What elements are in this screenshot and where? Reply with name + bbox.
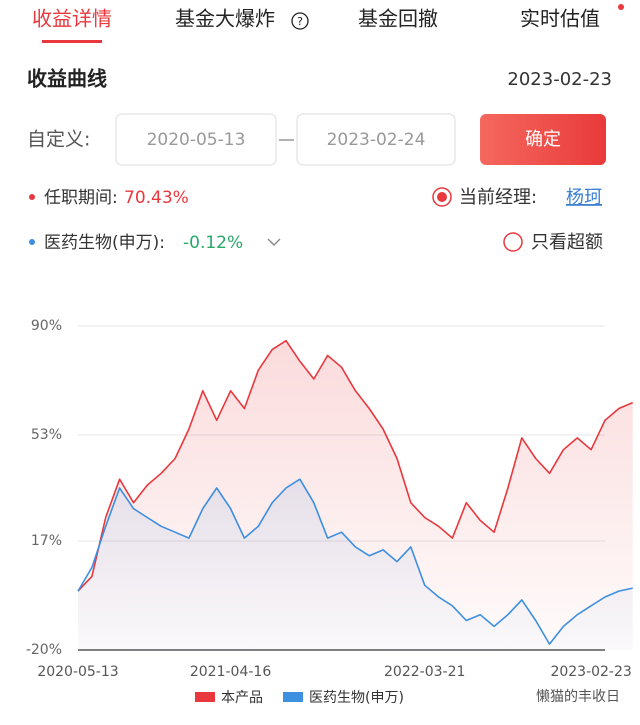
excess-only: 只看超额: [531, 232, 603, 253]
legend-swatch: [195, 692, 215, 702]
badge: [618, 4, 624, 10]
radio-selected[interactable]: [432, 187, 452, 207]
help-icon[interactable]: [291, 12, 309, 30]
section-title: 收益曲线: [27, 67, 107, 91]
x-tick-label: 2021-04-16: [190, 664, 271, 680]
y-tick-label: -20%: [26, 642, 62, 658]
tenure-label: 任职期间:: [44, 188, 118, 208]
tab[interactable]: 基金回撤: [358, 7, 438, 31]
end-date-input[interactable]: [296, 113, 456, 166]
legend-swatch: [283, 692, 303, 702]
dot: [29, 194, 35, 200]
area-fill: [78, 479, 633, 650]
tab-underline: [42, 40, 102, 43]
y-tick-label: 90%: [31, 318, 62, 334]
end-date: 2023-02-24: [327, 130, 426, 150]
legend-label: 本产品: [221, 690, 263, 706]
start-date-input[interactable]: [115, 113, 277, 166]
tab[interactable]: 实时估值: [520, 7, 600, 31]
series-line: [77, 478, 633, 645]
benchmark-label: 医药生物(申万):: [44, 233, 165, 253]
benchmark-value: -0.12%: [183, 233, 243, 253]
chart: -20% 17% 53% 90% 2020-05-13 2021-04-16 2022-03…: [26, 318, 634, 706]
confirm-button[interactable]: [480, 114, 606, 165]
tab[interactable]: 收益详情: [32, 7, 112, 31]
date: 2023-02-23: [507, 69, 612, 90]
manager-name[interactable]: 杨珂: [566, 187, 602, 208]
chevron[interactable]: [267, 238, 281, 246]
tab[interactable]: 基金大爆炸: [175, 7, 275, 31]
y-tick-label: 53%: [31, 427, 62, 443]
series-line: [77, 339, 634, 592]
manager-label: 当前经理:: [459, 187, 537, 208]
x-tick-label: 2020-05-13: [37, 664, 118, 680]
start-date: 2020-05-13: [147, 130, 246, 150]
x-tick-label: 2022-03-21: [384, 664, 465, 680]
radio[interactable]: [503, 232, 523, 252]
custom-label: 自定义:: [27, 129, 90, 151]
x-tick-label: 2023-02-23: [550, 664, 631, 680]
y-tick-label: 17%: [31, 533, 62, 549]
watermark: 懒猫的丰收日: [536, 689, 620, 705]
help-icon-glyph: ?: [297, 15, 303, 28]
legend-label: 医药生物(申万): [309, 690, 404, 706]
dot: [29, 239, 35, 245]
radio-dot: [437, 192, 447, 202]
confirm-label: 确定: [525, 129, 561, 150]
tenure-value: 70.43%: [124, 188, 189, 208]
